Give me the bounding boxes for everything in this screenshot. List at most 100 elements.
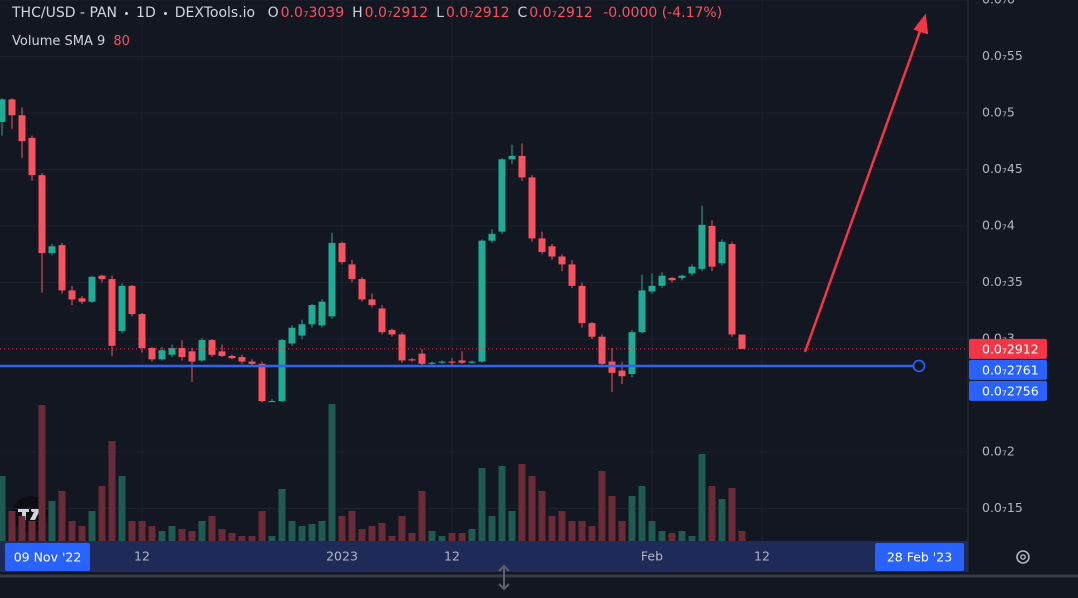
candle-body: [198, 340, 206, 361]
volume-bar: [718, 499, 726, 541]
candle-body: [448, 361, 456, 363]
volume-bar: [328, 404, 336, 541]
candle-body: [568, 264, 576, 286]
volume-bar: [258, 511, 266, 541]
candle-body: [348, 264, 356, 280]
volume-bar: [208, 516, 216, 541]
overlays: [0, 13, 968, 373]
volume-bar: [8, 511, 16, 541]
volume-bar: [78, 526, 86, 541]
volume-bar: [678, 531, 686, 541]
candle-body: [618, 370, 626, 377]
candle-body: [458, 360, 466, 363]
volume-bar: [188, 531, 196, 541]
volume-bar: [638, 486, 646, 541]
price-label-box: [969, 359, 1047, 380]
axes: 0.0₇150.0₇20.0₇30.0₇350.0₇40.0₇450.0₇50.…: [5, 0, 1047, 571]
candle-body: [0, 99, 6, 123]
volume-bar: [698, 454, 706, 541]
volume-bar: [218, 529, 226, 541]
x-tick-label: 12: [444, 549, 460, 564]
candle-body: [538, 238, 546, 252]
candle-body: [158, 350, 166, 360]
candle-body: [88, 276, 96, 302]
candle-body: [18, 115, 26, 142]
separator: [163, 11, 167, 15]
logo-dot: [31, 508, 35, 512]
price-label: 0.0₇2761: [982, 362, 1039, 377]
logo-v: [30, 508, 41, 520]
candle-body: [248, 361, 256, 364]
volume-bar: [318, 521, 326, 541]
settings-gear[interactable]: [1016, 550, 1030, 564]
candle-body: [108, 279, 116, 346]
candle-body: [368, 299, 376, 306]
indicator-legend[interactable]: Volume SMA 9 80: [12, 34, 130, 49]
candle-body: [358, 279, 366, 300]
candle-body: [288, 327, 296, 344]
candle-body: [268, 401, 276, 403]
date-highlight-box: [5, 543, 90, 571]
volume-bar: [438, 536, 446, 541]
volume-bar: [378, 523, 386, 541]
volume-bar: [178, 529, 186, 541]
candle-body: [318, 301, 326, 326]
symbol[interactable]: THC/USD - PAN: [12, 5, 118, 21]
y-tick-label: 0.0₇2: [982, 443, 1015, 458]
price-label-box: [969, 338, 1047, 359]
volume-bar: [688, 536, 696, 541]
arrow-head: [913, 13, 929, 35]
candle-body: [728, 244, 736, 335]
volume-bar: [728, 488, 736, 541]
candle-body: [558, 256, 566, 265]
trend-arrow: [803, 19, 926, 353]
candle-body: [718, 241, 726, 264]
candle-body: [698, 224, 706, 269]
volume-pane: [0, 404, 746, 541]
time-axis-bg: [0, 541, 968, 572]
volume-bar: [498, 466, 506, 541]
volume-bar: [238, 536, 246, 541]
candle-body: [658, 275, 666, 286]
interval[interactable]: 1D: [136, 5, 156, 21]
candle-body: [228, 355, 236, 359]
volume-bar: [18, 516, 26, 541]
volume-bar: [648, 521, 656, 541]
y-tick-label: 0.0₇15: [982, 500, 1023, 515]
candle-body: [68, 290, 76, 300]
corner-bg: [968, 541, 1078, 572]
candle-body: [178, 348, 186, 358]
candle-body: [28, 137, 36, 176]
source: DEXTools.io: [174, 5, 256, 21]
volume-bar: [338, 516, 346, 541]
x-tick-label: 12: [754, 549, 770, 564]
gear-hub: [1020, 554, 1026, 560]
y-tick-label: 0.0₇55: [982, 48, 1023, 63]
price-label-box: [969, 380, 1047, 401]
ohlc-value: 0.0₇2912: [364, 5, 429, 21]
ohlc-value: 0.0₇2912: [445, 5, 510, 21]
ohlc-values: O 0.0₇3039 H 0.0₇2912 L 0.0₇2912 C 0.0₇2912: [260, 5, 593, 21]
line-handle: [912, 359, 926, 373]
volume-bar: [0, 476, 6, 541]
candle-body: [528, 177, 536, 239]
volume-bar: [168, 526, 176, 541]
x-tick-label: 2023: [326, 549, 358, 564]
candle-body: [148, 348, 156, 360]
candle-body: [638, 290, 646, 333]
resize-handle[interactable]: [498, 564, 510, 591]
volume-bar: [28, 521, 36, 541]
change: -0.0000 (-4.17%): [603, 5, 723, 21]
candle-body: [468, 361, 476, 363]
volume-bar: [148, 526, 156, 541]
ohlc-label: L: [436, 5, 444, 21]
volume-bar: [158, 531, 166, 541]
candle-body: [48, 246, 56, 254]
price-label: 0.0₇2756: [982, 383, 1039, 398]
volume-bar: [408, 533, 416, 541]
volume-bar: [478, 468, 486, 541]
ohlc-value: 0.0₇3039: [280, 5, 345, 21]
candle-body: [408, 359, 416, 361]
candle-body: [128, 285, 136, 315]
volume-bar: [428, 531, 436, 541]
